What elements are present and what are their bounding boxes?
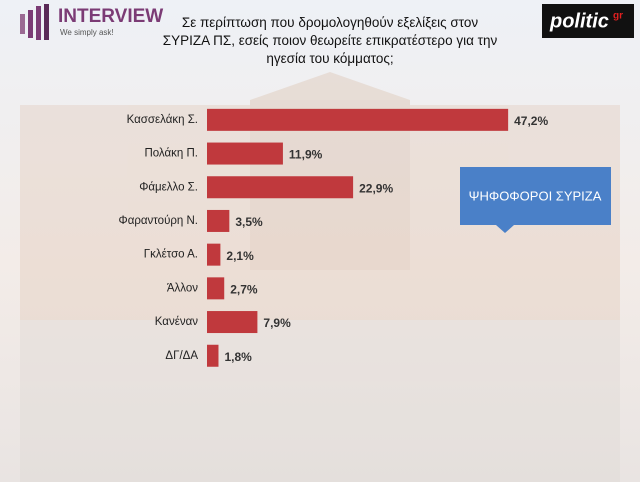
- bar: [207, 243, 221, 266]
- politic-name: politic: [549, 10, 609, 32]
- bar: [207, 344, 219, 367]
- category-label: Πολάκη Π.: [144, 148, 198, 160]
- bar: [207, 176, 354, 199]
- bar: [207, 277, 225, 300]
- category-label: ΔΓ/ΔΑ: [165, 350, 198, 362]
- category-label: Κασσελάκη Σ.: [127, 114, 198, 126]
- category-label: Γκλέτσο Α.: [144, 249, 198, 261]
- value-label: 7,9%: [263, 316, 291, 330]
- annotation-box: ΨΗΦΟΦΟΡΟΙ ΣΥΡΙΖΑ: [460, 167, 611, 233]
- politic-suffix: gr: [613, 11, 623, 22]
- value-label: 3,5%: [235, 215, 263, 229]
- value-label: 11,9%: [289, 148, 323, 162]
- interview-name: INTERVIEW: [58, 6, 163, 27]
- category-label: Φαραντούρη Ν.: [119, 215, 198, 227]
- building: [20, 72, 620, 482]
- category-label: Άλλον: [167, 282, 198, 294]
- value-label: 2,7%: [230, 283, 258, 297]
- interview-logo: INTERVIEW We simply ask!: [20, 4, 163, 40]
- value-label: 22,9%: [359, 181, 393, 195]
- bar: [207, 209, 230, 232]
- interview-tagline: We simply ask!: [60, 28, 114, 37]
- value-label: 1,8%: [224, 350, 252, 364]
- chart-title: Σε περίπτωση που δρομολογηθούν εξελίξεις…: [162, 15, 498, 66]
- value-label: 2,1%: [226, 249, 254, 263]
- category-label: Φάμελλο Σ.: [139, 181, 198, 193]
- bar: [207, 142, 283, 165]
- category-label: Κανέναν: [155, 316, 198, 328]
- politic-logo: politic gr: [542, 4, 634, 38]
- bar: [207, 311, 258, 334]
- bar: [207, 108, 509, 131]
- value-label: 47,2%: [514, 114, 548, 128]
- annotation: ΨΗΦΟΦΟΡΟΙ ΣΥΡΙΖΑ: [469, 188, 602, 203]
